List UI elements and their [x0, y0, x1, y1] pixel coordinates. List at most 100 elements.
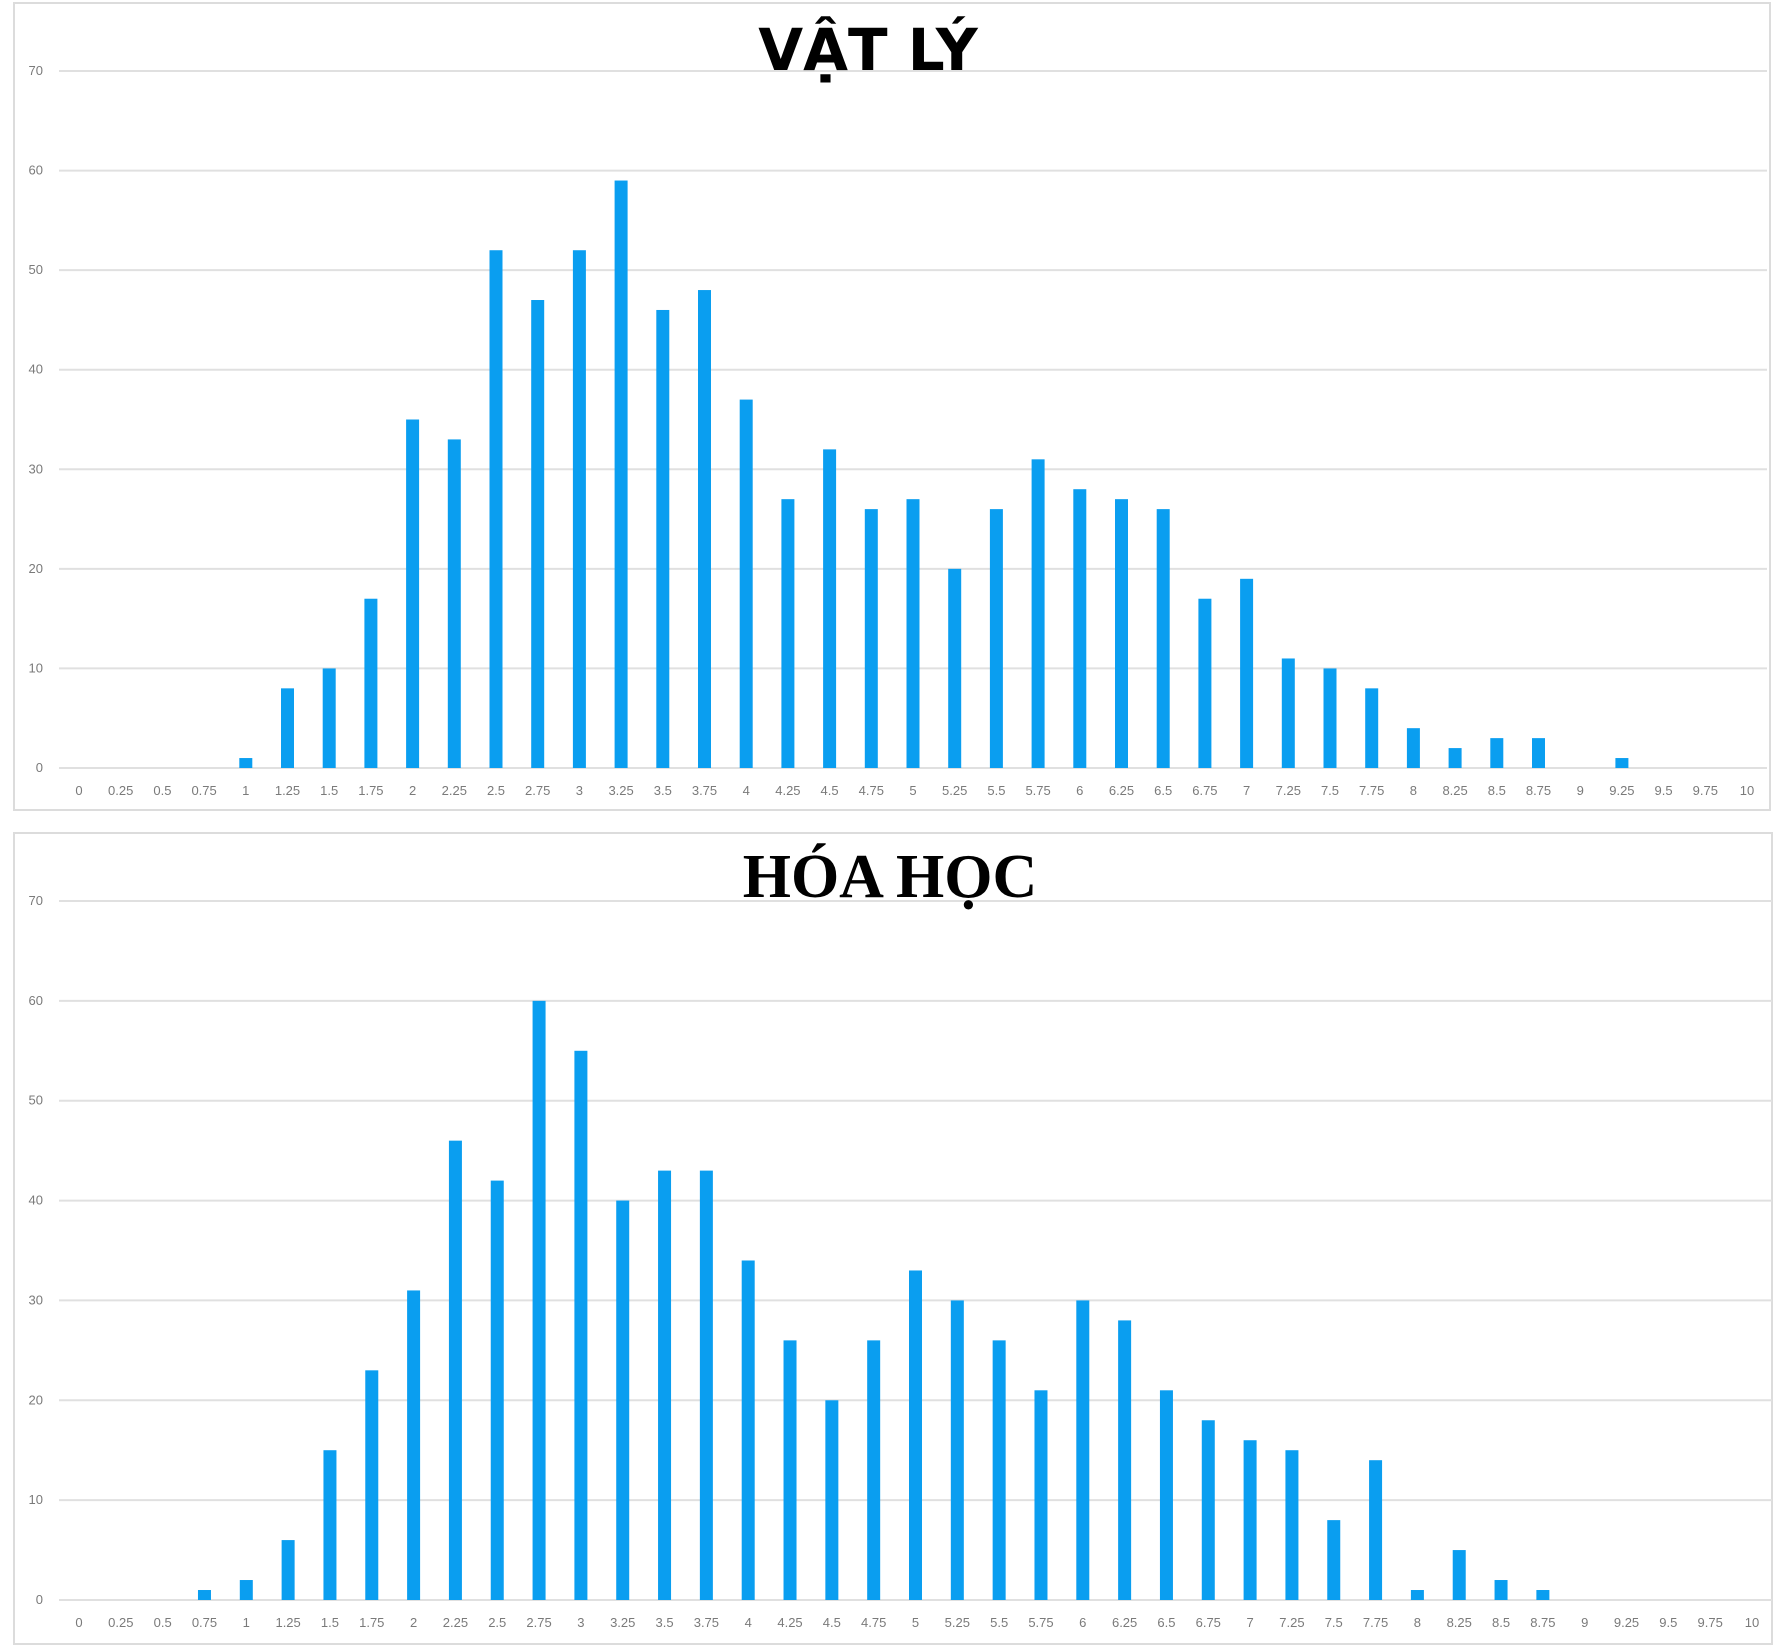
- bar: [490, 1180, 504, 1600]
- x-tick-label: 3.75: [694, 1615, 719, 1630]
- bar: [781, 499, 795, 768]
- bar: [1448, 748, 1462, 768]
- bar: [909, 1270, 922, 1600]
- x-tick-label: 9.5: [1659, 1615, 1677, 1630]
- x-tick-label: 4.25: [775, 783, 800, 798]
- x-tick-label: 7.75: [1363, 1615, 1388, 1630]
- x-tick-label: 2.75: [525, 783, 550, 798]
- x-tick-label: 1.5: [321, 1615, 339, 1630]
- chart-2: 0 10 20 30 40 50 60 70 0 0.25 0.5 0.75 1 1.25 1.5 1.75 2…: [13, 832, 1773, 1645]
- x-tick-label: 5.5: [987, 783, 1005, 798]
- bar: [364, 598, 378, 768]
- bar: [823, 449, 837, 768]
- y-tick-label: 30: [29, 461, 43, 476]
- bar: [950, 1300, 964, 1600]
- x-tick-label: 7: [1243, 783, 1250, 798]
- x-tick-label: 1: [243, 1615, 250, 1630]
- bar: [1406, 728, 1420, 768]
- bar: [1369, 1460, 1383, 1600]
- y-tick-label: 50: [29, 262, 43, 277]
- bar: [407, 1290, 421, 1600]
- x-tick-label: 0: [75, 783, 82, 798]
- bar: [1365, 688, 1379, 768]
- bar: [1156, 509, 1170, 768]
- x-tick-label: 2: [409, 783, 416, 798]
- bar: [739, 399, 753, 768]
- x-tick-label: 2.25: [443, 1615, 468, 1630]
- y-tick-label: 10: [29, 660, 43, 675]
- bar: [698, 290, 711, 768]
- bar: [1323, 668, 1337, 768]
- bar: [1452, 1550, 1466, 1600]
- y-tick-label: 30: [29, 1292, 43, 1307]
- x-tick-label: 1.5: [320, 783, 338, 798]
- x-tick-label: 10: [1740, 783, 1754, 798]
- x-tick-label: 0.25: [108, 1615, 133, 1630]
- y-tick-label: 0: [36, 1592, 43, 1607]
- bar: [532, 1000, 546, 1600]
- bar: [1243, 1440, 1257, 1600]
- bar: [992, 1340, 1006, 1600]
- x-tick-label: 6.25: [1109, 783, 1134, 798]
- x-tick-label: 4.5: [823, 1615, 841, 1630]
- x-tick-label: 6.75: [1192, 783, 1217, 798]
- x-tick-label: 2.75: [526, 1615, 551, 1630]
- y-tick-label: 60: [29, 993, 43, 1008]
- x-tick-label: 7.25: [1279, 1615, 1304, 1630]
- bar: [1327, 1520, 1341, 1600]
- bar: [616, 1200, 630, 1600]
- bar: [864, 509, 878, 768]
- x-tick-label: 8.25: [1442, 783, 1467, 798]
- bar: [1073, 489, 1087, 768]
- x-tick-label: 0.75: [192, 1615, 217, 1630]
- bar: [989, 509, 1003, 768]
- chart-panel: [13, 2, 1771, 811]
- y-tick-label: 70: [29, 63, 43, 78]
- x-tick-label: 1.25: [275, 783, 300, 798]
- bar: [197, 1590, 211, 1600]
- x-tick-label: 9.25: [1614, 1615, 1639, 1630]
- x-tick-label: 6: [1076, 783, 1083, 798]
- bar: [1532, 738, 1545, 768]
- x-tick-label: 3.5: [656, 1615, 674, 1630]
- x-tick-label: 4.5: [821, 783, 839, 798]
- bar: [531, 300, 545, 768]
- bar: [1536, 1590, 1550, 1600]
- bar: [281, 688, 294, 768]
- x-tick-label: 1.75: [358, 783, 383, 798]
- bar: [948, 568, 962, 768]
- bar: [489, 250, 503, 768]
- x-tick-label: 5.75: [1028, 1615, 1053, 1630]
- chart-title: HÓA HỌC: [743, 843, 1038, 911]
- x-tick-label: 4: [743, 783, 750, 798]
- x-tick-label: 5.75: [1025, 783, 1050, 798]
- y-tick-label: 10: [29, 1492, 43, 1507]
- x-tick-label: 4: [745, 1615, 752, 1630]
- bar: [1410, 1590, 1424, 1600]
- y-tick-label: 0: [36, 760, 43, 775]
- x-tick-label: 6.25: [1112, 1615, 1137, 1630]
- x-tick-label: 4.75: [861, 1615, 886, 1630]
- x-tick-label: 0.5: [154, 1615, 172, 1630]
- x-tick-label: 6.5: [1154, 783, 1172, 798]
- bar: [322, 668, 336, 768]
- x-tick-label: 5.25: [942, 783, 967, 798]
- y-tick-label: 70: [29, 893, 43, 908]
- y-tick-label: 40: [29, 1193, 43, 1208]
- bar: [239, 1580, 253, 1600]
- bar: [406, 419, 420, 768]
- bar: [656, 309, 670, 768]
- chart-title: VẬT LÝ: [758, 15, 978, 84]
- bar: [1115, 499, 1128, 768]
- bar: [572, 250, 586, 768]
- bar: [448, 1140, 462, 1600]
- x-tick-label: 7.25: [1276, 783, 1301, 798]
- x-tick-label: 10: [1745, 1615, 1759, 1630]
- x-tick-label: 6.75: [1196, 1615, 1221, 1630]
- x-tick-label: 0.5: [153, 783, 171, 798]
- bar: [1034, 1390, 1048, 1600]
- x-tick-label: 2.5: [488, 1615, 506, 1630]
- x-tick-label: 5: [912, 1615, 919, 1630]
- bar: [699, 1170, 713, 1600]
